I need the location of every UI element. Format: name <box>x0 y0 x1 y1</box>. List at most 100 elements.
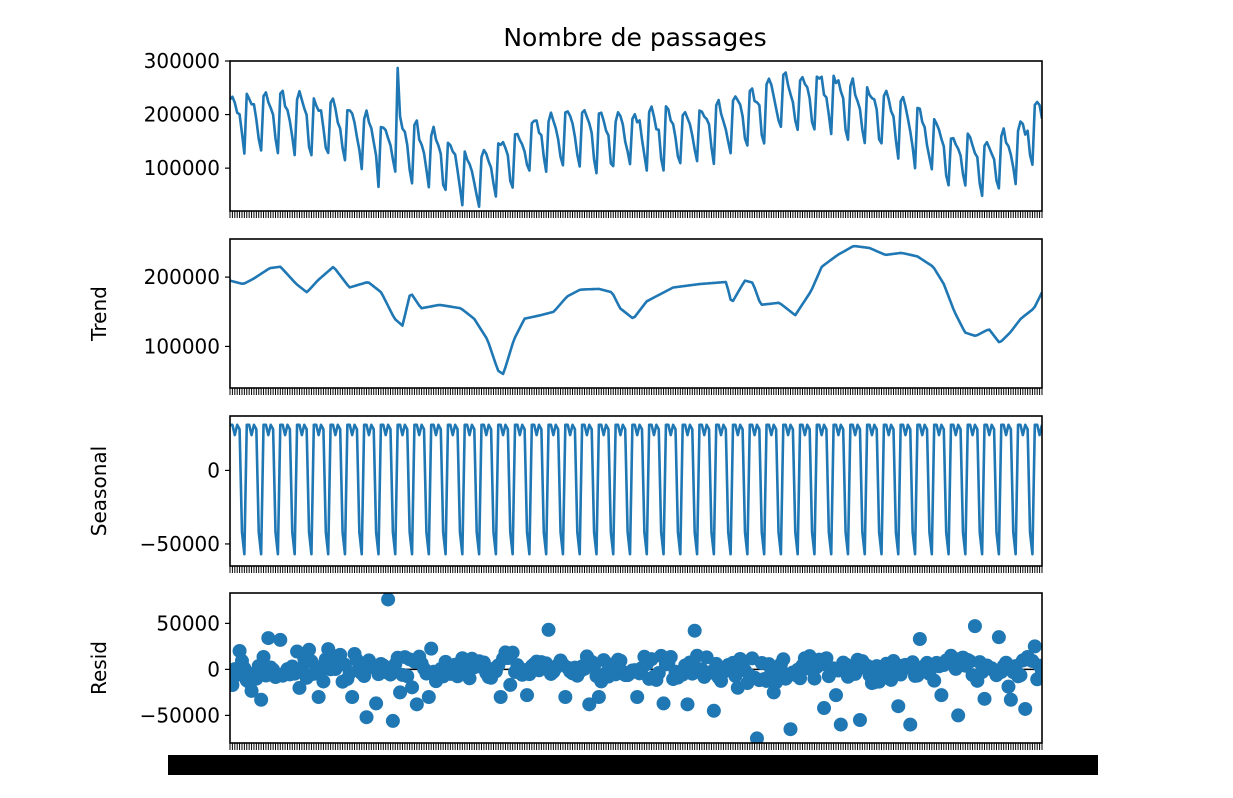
seasonal-ytick-label: 0 <box>207 458 220 482</box>
seasonal-line <box>230 423 1042 556</box>
resid-point <box>591 689 606 704</box>
resid-point <box>905 655 920 670</box>
resid-xticks <box>229 743 1043 750</box>
resid-point <box>520 688 535 703</box>
resid-point <box>680 697 695 712</box>
resid-point <box>991 630 1006 645</box>
observed-ytick-label: 300000 <box>144 49 220 73</box>
resid-point <box>409 697 424 712</box>
resid-point <box>273 632 288 647</box>
resid-point <box>903 717 918 732</box>
resid-point <box>311 689 326 704</box>
panels: 100000 200000 300000 100000 200000 Trend −5000… <box>87 49 1043 750</box>
observed-axes-frame <box>229 60 1043 212</box>
resid-point <box>462 671 477 686</box>
resid-point <box>967 619 982 634</box>
trend-axes-frame <box>229 238 1043 389</box>
resid-point <box>783 722 798 737</box>
resid-point <box>505 645 520 660</box>
observed-xticks <box>229 211 1043 218</box>
resid-point <box>1013 668 1028 683</box>
resid-point <box>256 649 271 664</box>
resid-point <box>630 689 645 704</box>
trend-line <box>230 244 1042 376</box>
chart-title: Nombre de passages <box>503 23 766 52</box>
resid-point <box>292 680 307 695</box>
resid-point <box>891 699 906 714</box>
resid-point <box>1003 692 1018 707</box>
seasonal-axes-frame <box>229 415 1043 567</box>
resid-point <box>613 653 628 668</box>
resid-point <box>793 671 808 686</box>
seasonal-ylabel: Seasonal <box>87 446 111 536</box>
resid-ytick-label: 0 <box>207 657 220 681</box>
resid-point <box>342 665 357 680</box>
resid-point <box>359 710 374 725</box>
resid-point <box>833 717 848 732</box>
resid-point <box>934 688 949 703</box>
panel-observed: 100000 200000 300000 <box>144 49 1043 218</box>
resid-series <box>230 593 1042 743</box>
resid-point <box>400 669 415 684</box>
seasonal-series <box>230 423 1042 556</box>
resid-point <box>302 642 317 657</box>
resid-point <box>1001 679 1016 694</box>
resid-ytick-label: −50000 <box>140 703 220 727</box>
resid-point <box>493 689 508 704</box>
trend-ylabel: Trend <box>87 286 111 342</box>
resid-point <box>951 708 966 723</box>
resid-point <box>817 701 832 716</box>
trend-xticks <box>229 388 1043 395</box>
resid-point <box>381 593 396 607</box>
resid-point <box>1018 701 1033 716</box>
resid-point <box>852 712 867 727</box>
observed-ytick-label: 100000 <box>144 156 220 180</box>
resid-point <box>927 673 942 688</box>
resid-point <box>706 703 721 718</box>
resid-point <box>819 651 834 666</box>
resid-point <box>807 671 822 686</box>
resid-point <box>316 674 331 689</box>
resid-ytick-label: 50000 <box>156 611 220 635</box>
panel-trend: 100000 200000 Trend <box>87 238 1043 395</box>
resid-point <box>385 713 400 728</box>
trend-ytick-label: 100000 <box>144 334 220 358</box>
resid-point <box>405 680 420 695</box>
x-tick-labels <box>168 755 1098 775</box>
resid-ylabel: Resid <box>87 641 111 695</box>
resid-point <box>656 696 671 711</box>
panel-seasonal: −50000 0 Seasonal <box>87 415 1043 573</box>
resid-point <box>261 631 276 646</box>
resid-point <box>503 677 518 692</box>
resid-point <box>369 696 384 711</box>
observed-ytick-label: 200000 <box>144 103 220 127</box>
resid-point <box>345 689 360 704</box>
resid-point <box>244 683 259 698</box>
overlapping-date-labels <box>168 755 1098 775</box>
resid-point <box>421 689 436 704</box>
resid-point <box>541 622 556 637</box>
observed-line <box>230 66 1042 209</box>
resid-point <box>1035 664 1042 679</box>
resid-point <box>749 731 764 743</box>
resid-point <box>393 685 408 700</box>
observed-series <box>230 66 1042 209</box>
panel-resid: −50000 0 50000 Resid <box>87 592 1043 750</box>
resid-point <box>687 623 702 638</box>
trend-series <box>230 244 1042 376</box>
resid-point <box>582 697 597 712</box>
resid-point <box>558 689 573 704</box>
resid-axes-frame <box>229 592 1043 744</box>
seasonal-xticks <box>229 566 1043 573</box>
resid-point <box>776 652 791 667</box>
resid-point <box>424 641 439 656</box>
trend-ytick-label: 200000 <box>144 265 220 289</box>
resid-point <box>912 632 927 647</box>
resid-point <box>977 691 992 706</box>
seasonal-ytick-label: −50000 <box>140 532 220 556</box>
resid-point <box>254 692 269 707</box>
resid-point <box>829 688 844 703</box>
resid-point <box>1027 639 1042 654</box>
resid-point <box>663 650 678 665</box>
